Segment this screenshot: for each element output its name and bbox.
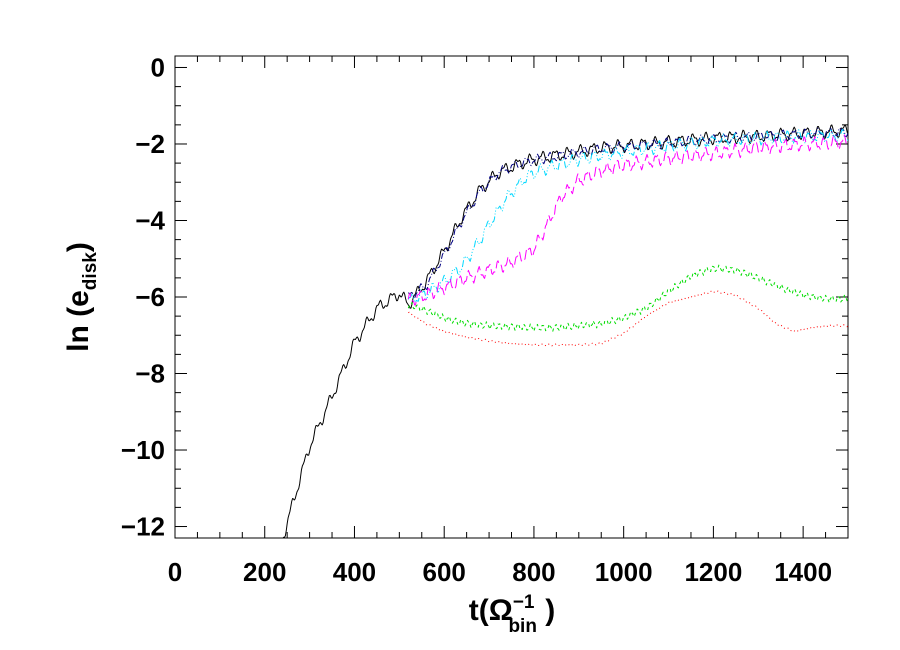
y-tick-label: 0 bbox=[151, 52, 165, 82]
x-tick-label: 0 bbox=[168, 557, 182, 587]
series-line-3 bbox=[407, 128, 848, 303]
x-tick-label: 1400 bbox=[774, 557, 832, 587]
axis-ticks bbox=[174, 56, 849, 538]
plot-frame bbox=[174, 55, 849, 539]
x-tick-label: 600 bbox=[423, 557, 466, 587]
y-axis-title: ln (edisk) bbox=[62, 242, 101, 352]
y-tick-label: −4 bbox=[135, 205, 165, 235]
x-tick-label: 200 bbox=[243, 557, 286, 587]
y-tick-label: −10 bbox=[121, 435, 165, 465]
series-line-4 bbox=[407, 134, 848, 306]
series-line-1 bbox=[282, 124, 848, 538]
tick-labels: 0 200 400 600 800 1000 1200 1400 0 −2 −4 −6 −8 −10 −12 bbox=[121, 52, 832, 587]
series-line-5 bbox=[407, 264, 848, 332]
y-tick-label: −8 bbox=[135, 359, 165, 389]
x-tick-label: 1200 bbox=[684, 557, 742, 587]
x-tick-label: 1000 bbox=[595, 557, 653, 587]
y-tick-label: −12 bbox=[121, 512, 165, 542]
series-line-6 bbox=[408, 290, 848, 347]
x-tick-label: 800 bbox=[512, 557, 555, 587]
y-tick-label: −6 bbox=[135, 282, 165, 312]
y-tick-label: −2 bbox=[135, 129, 165, 159]
x-axis-title: t(Ω−1 bin ) bbox=[469, 592, 556, 637]
x-tick-label: 400 bbox=[333, 557, 376, 587]
series-layer bbox=[282, 124, 848, 538]
series-line-2 bbox=[407, 127, 848, 299]
